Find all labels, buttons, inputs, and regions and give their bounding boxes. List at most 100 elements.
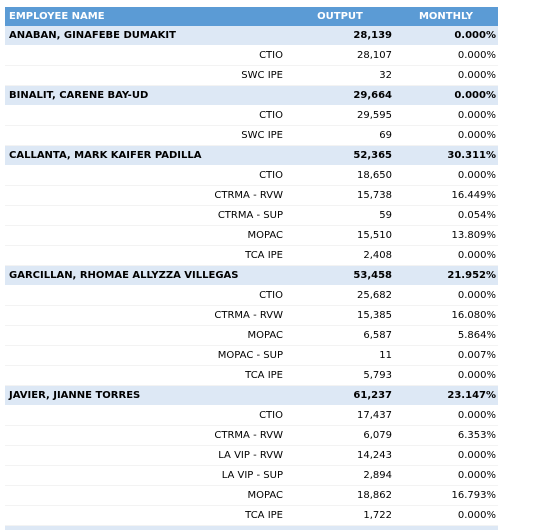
project-output-cell[interactable]: 2,894 [363, 470, 392, 481]
project-monthly-cell[interactable]: 0.000% [457, 370, 496, 381]
project-label-cell[interactable]: CTIO [259, 170, 283, 181]
project-label-cell[interactable]: MOPAC [247, 490, 283, 501]
project-label-cell[interactable]: CTRMA - SUP [217, 210, 283, 221]
project-row[interactable]: CTIO 18,650 0.000% [5, 166, 498, 186]
project-label-cell[interactable]: TCA IPE [245, 510, 283, 521]
project-output-cell[interactable]: 17,437 [357, 410, 392, 421]
project-row[interactable]: CTIO 28,107 0.000% [5, 46, 498, 66]
employee-name-cell[interactable]: GARCILLAN, RHOMAE ALLYZZA VILLEGAS [9, 270, 239, 281]
project-row[interactable]: SWC IPE 69 0.000% [5, 126, 498, 146]
employee-output-cell[interactable]: 28,139 [353, 30, 392, 41]
project-row[interactable]: CTIO 25,682 0.000% [5, 286, 498, 306]
project-monthly-cell[interactable]: 16.449% [451, 190, 497, 201]
project-label-cell[interactable]: SWC IPE [241, 130, 283, 141]
project-row[interactable]: TCA IPE 5,793 0.000% [5, 366, 498, 386]
employee-name-cell[interactable]: BINALIT, CARENE BAY-UD [9, 90, 149, 101]
project-label-cell[interactable]: CTIO [259, 50, 283, 61]
employee-row[interactable]: JAVIER, JIANNE TORRES 61,237 23.147% [5, 386, 498, 406]
project-row[interactable]: MOPAC 15,510 13.809% [5, 226, 498, 246]
project-output-cell[interactable]: 29,595 [357, 110, 392, 121]
project-output-cell[interactable]: 15,738 [357, 190, 392, 201]
project-label-cell[interactable]: CTIO [259, 290, 283, 301]
project-row[interactable]: CTIO 17,437 0.000% [5, 406, 498, 426]
project-monthly-cell[interactable]: 0.000% [457, 290, 496, 301]
project-monthly-cell[interactable]: 6.353% [457, 430, 496, 441]
project-label-cell[interactable]: CTRMA - RVW [214, 190, 283, 201]
project-output-cell[interactable]: 15,385 [357, 310, 392, 321]
project-row[interactable]: TCA IPE 1,722 0.000% [5, 506, 498, 526]
employee-row[interactable]: ANABAN, GINAFEBE DUMAKIT 28,139 0.000% [5, 26, 498, 46]
project-output-cell[interactable]: 32 [379, 70, 392, 81]
employee-monthly-cell[interactable]: 21.952% [447, 270, 496, 281]
project-output-cell[interactable]: 5,793 [363, 370, 392, 381]
project-row[interactable]: CTRMA - RVW 15,738 16.449% [5, 186, 498, 206]
project-output-cell[interactable]: 11 [379, 350, 392, 361]
project-row[interactable]: CTRMA - RVW 6,079 6.353% [5, 426, 498, 446]
employee-name-cell[interactable]: JAVIER, JIANNE TORRES [9, 390, 141, 401]
project-monthly-cell[interactable]: 0.000% [457, 250, 496, 261]
employee-monthly-cell[interactable]: 30.311% [447, 150, 496, 161]
project-label-cell[interactable]: TCA IPE [245, 370, 283, 381]
project-row[interactable]: TCA IPE 2,408 0.000% [5, 246, 498, 266]
project-monthly-cell[interactable]: 0.000% [457, 70, 496, 81]
employee-output-cell[interactable]: 53,458 [353, 270, 392, 281]
project-row[interactable]: CTRMA - SUP 59 0.054% [5, 206, 498, 226]
project-label-cell[interactable]: CTRMA - RVW [214, 310, 283, 321]
employee-name-cell[interactable]: ANABAN, GINAFEBE DUMAKIT [9, 30, 176, 41]
employee-row[interactable]: CALLANTA, MARK KAIFER PADILLA 52,365 30.31… [5, 146, 498, 166]
employee-row[interactable]: GARCILLAN, RHOMAE ALLYZZA VILLEGAS 53,458… [5, 266, 498, 286]
project-row[interactable]: MOPAC 18,862 16.793% [5, 486, 498, 506]
project-row[interactable]: MOPAC - SUP 11 0.007% [5, 346, 498, 366]
employee-monthly-cell[interactable]: 23.147% [447, 390, 496, 401]
employee-output-cell[interactable]: 29,664 [353, 90, 392, 101]
project-label-cell[interactable]: MOPAC - SUP [217, 350, 283, 361]
project-label-cell[interactable]: CTIO [259, 410, 283, 421]
project-output-cell[interactable]: 69 [379, 130, 392, 141]
project-output-cell[interactable]: 18,650 [357, 170, 392, 181]
header-monthly[interactable]: MONTHLY [418, 11, 474, 22]
project-monthly-cell[interactable]: 0.054% [457, 210, 496, 221]
project-label-cell[interactable]: LA VIP - SUP [221, 470, 283, 481]
project-output-cell[interactable]: 59 [379, 210, 392, 221]
project-output-cell[interactable]: 6,587 [363, 330, 392, 341]
project-row[interactable]: CTRMA - RVW 15,385 16.080% [5, 306, 498, 326]
employee-name-cell[interactable]: CALLANTA, MARK KAIFER PADILLA [9, 150, 202, 161]
project-monthly-cell[interactable]: 0.007% [457, 350, 496, 361]
project-monthly-cell[interactable]: 16.080% [451, 310, 497, 321]
project-monthly-cell[interactable]: 13.809% [451, 230, 497, 241]
project-output-cell[interactable]: 2,408 [363, 250, 392, 261]
employee-monthly-cell[interactable]: 0.000% [454, 30, 496, 41]
project-label-cell[interactable]: MOPAC [247, 330, 283, 341]
project-output-cell[interactable]: 28,107 [357, 50, 392, 61]
project-monthly-cell[interactable]: 0.000% [457, 110, 496, 121]
project-monthly-cell[interactable]: 0.000% [457, 130, 496, 141]
project-label-cell[interactable]: CTIO [259, 110, 283, 121]
project-monthly-cell[interactable]: 0.000% [457, 50, 496, 61]
employee-row[interactable]: BINALIT, CARENE BAY-UD 29,664 0.000% [5, 86, 498, 106]
project-monthly-cell[interactable]: 16.793% [451, 490, 497, 501]
project-monthly-cell[interactable]: 0.000% [457, 510, 496, 521]
employee-output-cell[interactable]: 61,237 [353, 390, 392, 401]
project-row[interactable]: CTIO 29,595 0.000% [5, 106, 498, 126]
project-output-cell[interactable]: 25,682 [357, 290, 392, 301]
employee-output-cell[interactable]: 52,365 [353, 150, 392, 161]
project-row[interactable]: LA VIP - SUP 2,894 0.000% [5, 466, 498, 486]
project-label-cell[interactable]: CTRMA - RVW [214, 430, 283, 441]
project-label-cell[interactable]: MOPAC [247, 230, 283, 241]
project-monthly-cell[interactable]: 0.000% [457, 410, 496, 421]
project-row[interactable]: MOPAC 6,587 5.864% [5, 326, 498, 346]
project-output-cell[interactable]: 6,079 [363, 430, 392, 441]
project-output-cell[interactable]: 1,722 [363, 510, 392, 521]
employee-monthly-cell[interactable]: 0.000% [454, 90, 496, 101]
project-output-cell[interactable]: 14,243 [357, 450, 392, 461]
project-row[interactable]: LA VIP - RVW 14,243 0.000% [5, 446, 498, 466]
project-output-cell[interactable]: 18,862 [357, 490, 392, 501]
project-monthly-cell[interactable]: 0.000% [457, 470, 496, 481]
header-employee-name[interactable]: EMPLOYEE NAME [9, 11, 105, 22]
project-label-cell[interactable]: SWC IPE [241, 70, 283, 81]
project-monthly-cell[interactable]: 0.000% [457, 450, 496, 461]
project-output-cell[interactable]: 15,510 [357, 230, 392, 241]
project-monthly-cell[interactable]: 5.864% [457, 330, 496, 341]
project-row[interactable]: SWC IPE 32 0.000% [5, 66, 498, 86]
project-monthly-cell[interactable]: 0.000% [457, 170, 496, 181]
